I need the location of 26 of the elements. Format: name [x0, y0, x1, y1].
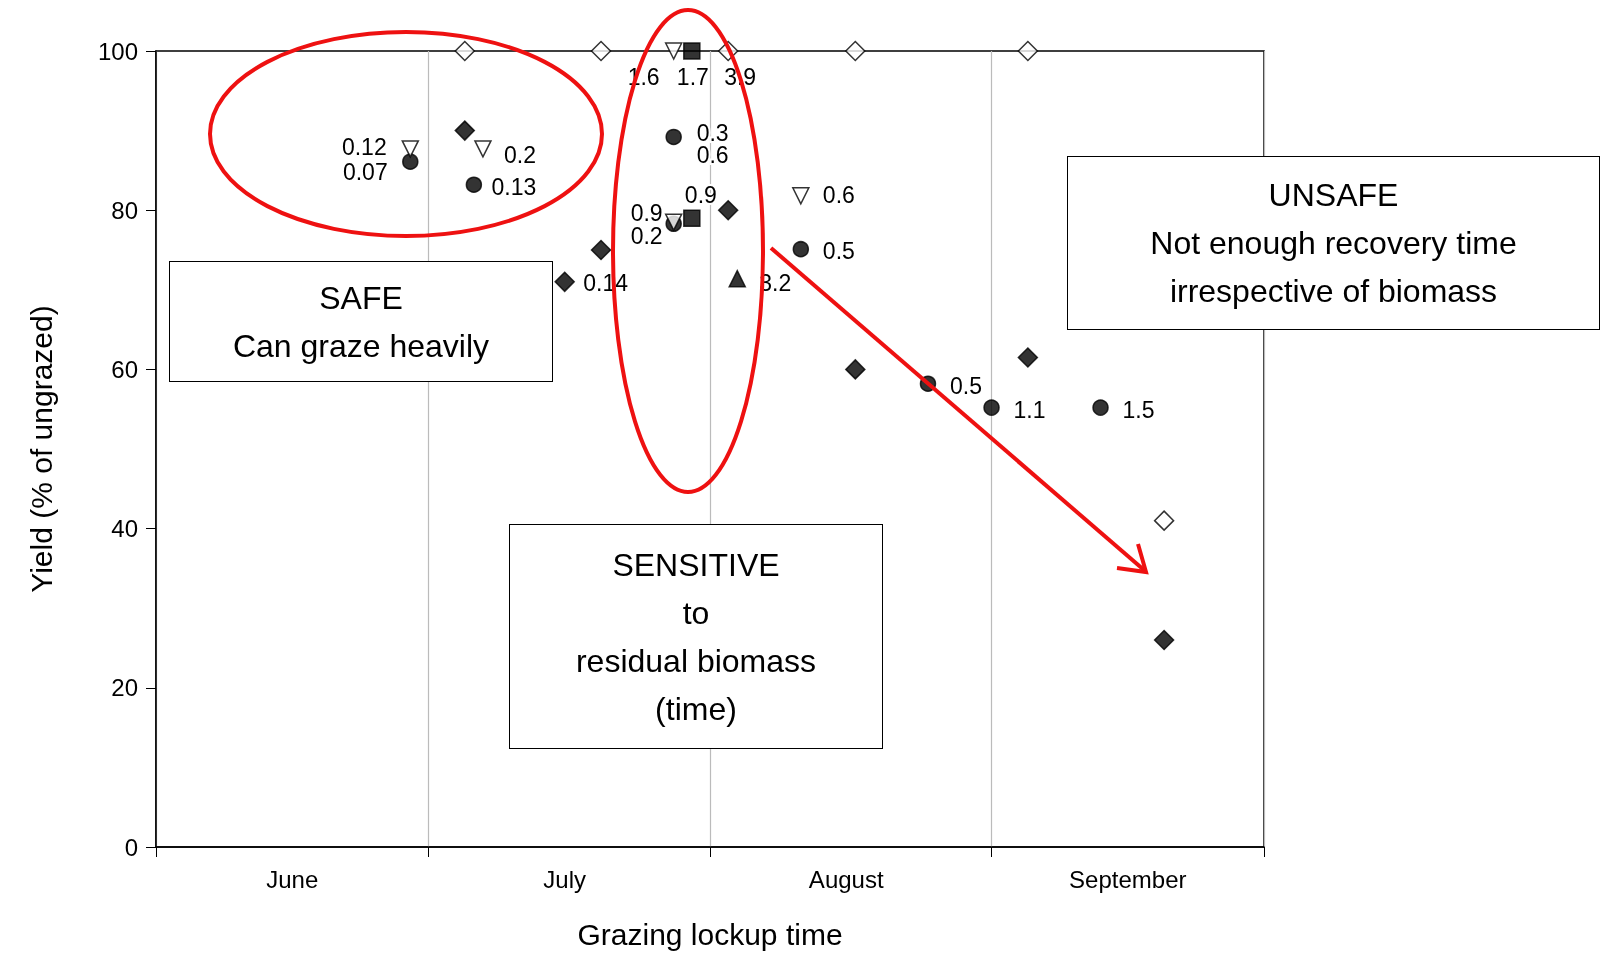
text-box: UNSAFE Not enough recovery time irrespective of biomass [1067, 156, 1600, 330]
annotation: 0.5 [949, 372, 982, 399]
y-tick-label: 0 [124, 833, 138, 861]
y-axis-title: Yield (% of ungrazed) [24, 305, 58, 593]
y-tick-label: 40 [111, 515, 138, 543]
y-tick-label: 100 [97, 37, 138, 65]
y-tick-label: 60 [111, 355, 138, 383]
x-tick-label: September [1069, 865, 1187, 893]
annotation: 0.2 [503, 141, 536, 168]
annotation: 0.07 [342, 158, 388, 185]
x-axis-title: Grazing lockup time [577, 917, 843, 951]
text-box: SENSITIVE to residual biomass (time) [509, 524, 883, 749]
annotation: 1.5 [1122, 396, 1155, 423]
annotation: 1.7 [676, 64, 709, 90]
x-tick-label: August [808, 865, 884, 893]
text-box: SAFE Can graze heavily [169, 261, 553, 382]
annotation: 0.9 [684, 182, 717, 209]
annotation: 0.13 [491, 173, 537, 200]
annotation: 0.12 [341, 133, 387, 160]
annotation: 1.1 [1013, 396, 1046, 423]
annotation: 0.5 [822, 238, 855, 265]
y-tick-label: 80 [111, 196, 138, 224]
y-tick-label: 20 [111, 674, 138, 702]
annotation: 0.6 [822, 181, 855, 208]
x-tick-label: July [543, 865, 587, 893]
x-tick-label: June [266, 865, 319, 893]
